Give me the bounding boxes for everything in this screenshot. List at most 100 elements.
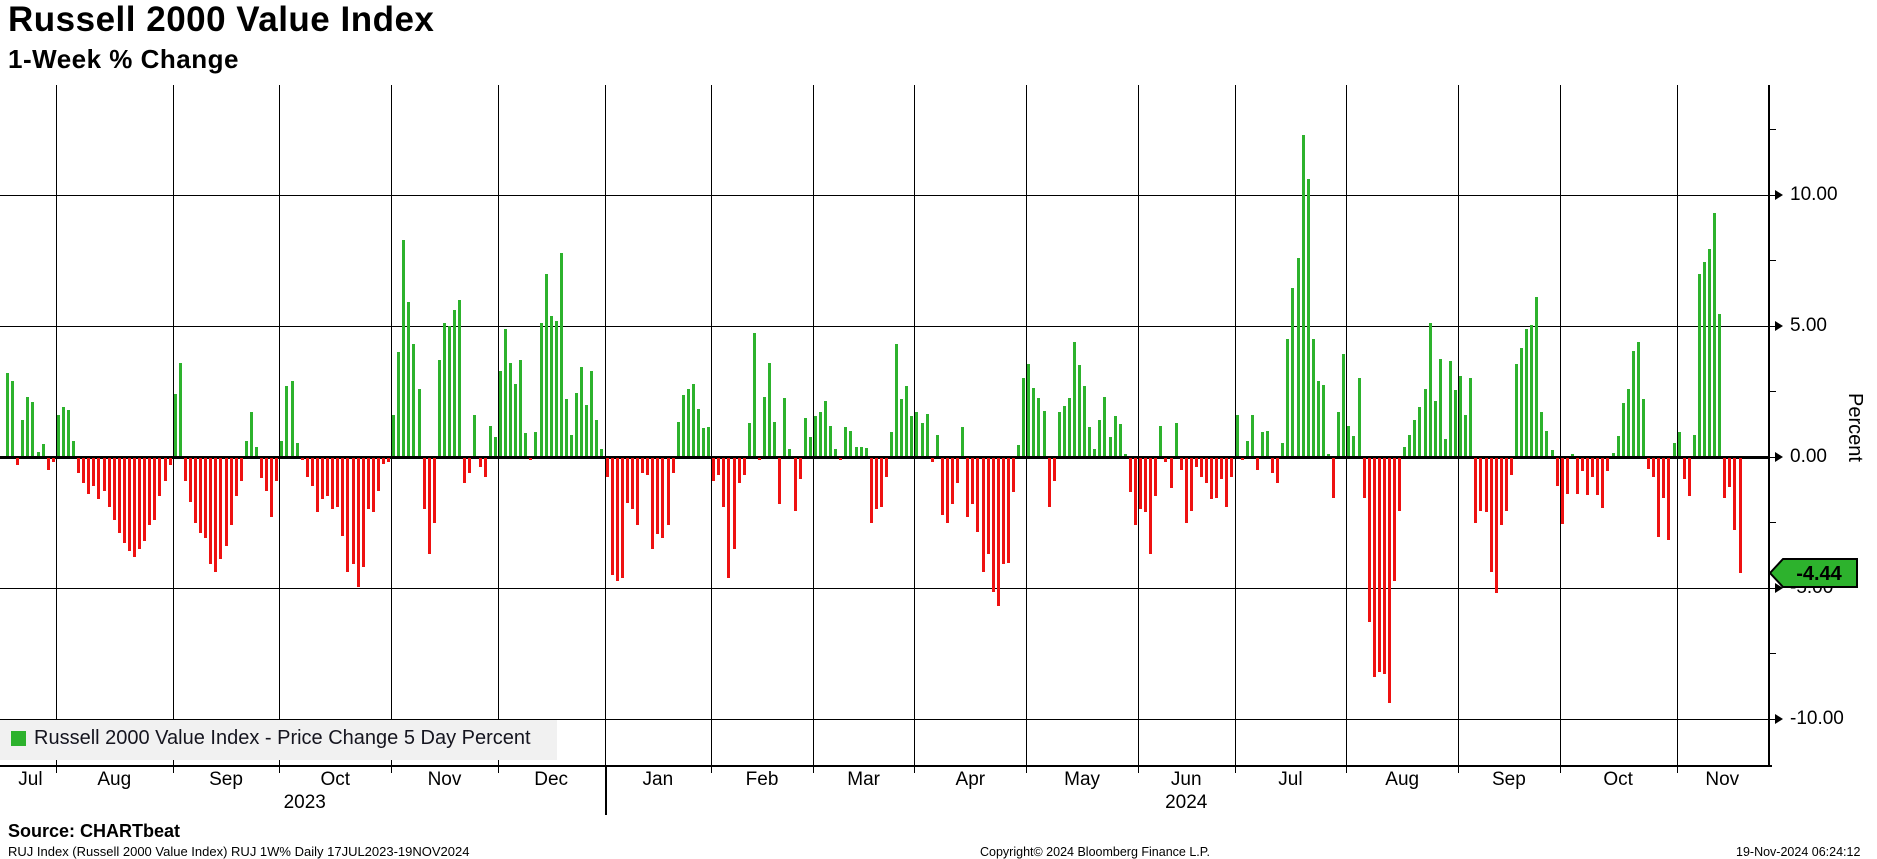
- v-gridline: [914, 85, 916, 765]
- bar: [1108, 437, 1112, 457]
- bar: [559, 252, 563, 457]
- v-gridline: [391, 85, 393, 765]
- bar: [783, 398, 787, 457]
- bar: [1200, 457, 1203, 477]
- bar: [712, 457, 716, 481]
- bar: [153, 457, 157, 520]
- bar: [686, 388, 690, 457]
- bar: [1575, 457, 1579, 494]
- bar: [224, 457, 228, 547]
- bar: [194, 457, 198, 523]
- bar: [422, 457, 426, 510]
- bar: [265, 457, 269, 492]
- bar: [87, 457, 91, 494]
- legend-series-label[interactable]: Russell 2000 Value Index - Price Change …: [34, 727, 531, 749]
- bar: [1103, 396, 1107, 457]
- x-axis-month-tick: [914, 765, 916, 773]
- bar: [366, 457, 370, 510]
- bar: [524, 433, 528, 457]
- bar: [1738, 457, 1742, 574]
- x-axis-month-label: Oct: [1603, 769, 1633, 790]
- v-gridline: [1234, 85, 1236, 765]
- bar: [646, 457, 650, 476]
- bar: [1687, 457, 1691, 497]
- bar: [1083, 386, 1087, 457]
- bar: [51, 457, 55, 463]
- bar: [67, 409, 70, 457]
- x-axis-month-label: Jul: [18, 769, 43, 790]
- bar: [625, 457, 629, 503]
- y-axis-tick-label: 10.00: [1790, 184, 1838, 205]
- bar: [82, 457, 86, 484]
- bar: [1586, 457, 1590, 495]
- bar: [641, 457, 645, 473]
- bar: [1520, 348, 1524, 457]
- bar: [940, 457, 944, 515]
- bar: [1433, 400, 1437, 457]
- bar: [1459, 375, 1463, 457]
- bar: [1347, 425, 1351, 457]
- bar: [1225, 457, 1229, 507]
- bar: [36, 451, 40, 457]
- bar: [1012, 457, 1016, 493]
- y-axis-tick-label: 0.00: [1790, 446, 1827, 467]
- bar: [346, 457, 350, 573]
- y-axis-tick-arrow-icon: [1775, 452, 1783, 462]
- bar: [1321, 384, 1325, 457]
- bar: [1631, 350, 1635, 457]
- bar: [1240, 457, 1244, 460]
- bar: [1078, 365, 1082, 457]
- bar: [163, 457, 167, 481]
- v-gridline: [812, 85, 814, 765]
- bar: [351, 457, 355, 565]
- bar: [188, 457, 192, 502]
- bar: [1596, 457, 1600, 495]
- bar: [371, 457, 375, 513]
- x-axis-month-tick: [279, 765, 281, 773]
- bar: [534, 432, 538, 457]
- x-axis-month-label: Nov: [1705, 769, 1740, 790]
- bar: [925, 413, 929, 457]
- bar: [595, 420, 599, 457]
- bar: [722, 457, 726, 507]
- bar: [824, 400, 828, 457]
- x-axis-month-label: Jun: [1170, 769, 1202, 790]
- bar: [961, 426, 965, 457]
- bar: [336, 457, 340, 507]
- bar: [280, 441, 284, 457]
- bar: [1692, 434, 1696, 457]
- bar: [1301, 134, 1305, 457]
- bar: [1144, 457, 1148, 513]
- x-axis-month-tick: [391, 765, 393, 773]
- x-axis-month-label: Oct: [320, 769, 351, 790]
- bar: [498, 370, 502, 457]
- bar: [1230, 457, 1234, 477]
- bar: [752, 332, 756, 457]
- bar: [1372, 457, 1376, 678]
- bar: [437, 360, 441, 457]
- bar: [442, 323, 446, 457]
- bar: [656, 457, 660, 535]
- bar: [1504, 457, 1508, 511]
- bar: [503, 328, 507, 457]
- bar: [1296, 257, 1300, 457]
- bar: [1723, 457, 1727, 498]
- bar: [854, 446, 858, 457]
- y-axis-title: Percent: [1844, 393, 1866, 462]
- bar: [945, 457, 949, 523]
- bar: [483, 457, 487, 477]
- bar: [295, 442, 299, 457]
- bar: [1139, 457, 1143, 510]
- bar: [1652, 457, 1656, 477]
- bar: [387, 457, 391, 463]
- bar: [1311, 339, 1315, 457]
- bar: [427, 457, 431, 554]
- bar: [1469, 378, 1473, 457]
- bar: [920, 422, 924, 457]
- bar: [46, 457, 50, 471]
- bar: [178, 362, 182, 457]
- security-meta-label: RUJ Index (Russell 2000 Value Index) RUJ…: [8, 844, 470, 859]
- bar: [173, 394, 177, 457]
- v-gridline: [279, 85, 281, 765]
